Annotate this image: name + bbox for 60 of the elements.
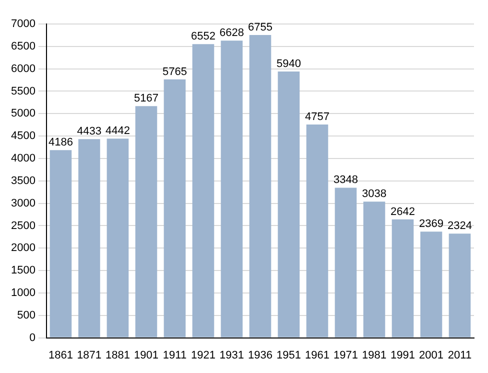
y-tick-label: 3000 <box>10 197 36 210</box>
bar <box>306 124 328 338</box>
y-tick-label: 2500 <box>10 220 36 232</box>
y-tick-label: 5000 <box>10 108 36 120</box>
data-label: 6755 <box>248 22 272 34</box>
data-label: 3038 <box>362 188 386 200</box>
bar <box>192 44 214 338</box>
data-label: 4442 <box>105 125 130 138</box>
data-label: 5167 <box>134 92 158 105</box>
bar <box>50 150 72 338</box>
bar <box>220 40 243 338</box>
y-tick-label: 1500 <box>10 264 36 277</box>
bar <box>278 72 300 338</box>
bar <box>363 202 386 338</box>
y-tick-label: 6000 <box>10 62 36 75</box>
y-tick-label: 0 <box>29 332 36 344</box>
data-label: 2324 <box>448 220 472 232</box>
x-tick-label: 1881 <box>105 349 130 362</box>
data-label: 6628 <box>219 27 244 40</box>
x-tick-label: 1901 <box>134 349 158 362</box>
bar <box>334 188 357 338</box>
bar <box>249 34 272 338</box>
data-label: 3348 <box>334 174 358 186</box>
bar <box>106 138 129 338</box>
bar <box>420 232 442 338</box>
y-tick-label: 6500 <box>10 40 36 52</box>
y-tick-label: 1000 <box>10 287 36 300</box>
data-label: 4757 <box>304 111 330 124</box>
x-tick-label: 1921 <box>190 349 216 362</box>
x-tick-label: 2011 <box>448 349 472 362</box>
x-tick-label: 1931 <box>219 349 244 362</box>
y-tick-label: 2000 <box>10 242 36 254</box>
y-tick-label: 5500 <box>10 85 36 98</box>
data-label: 5765 <box>162 66 187 78</box>
x-tick-label: 1861 <box>48 349 73 362</box>
x-tick-label: 1936 <box>248 349 272 362</box>
bar <box>392 219 414 338</box>
data-label: 6552 <box>190 30 216 43</box>
x-tick-label: 1961 <box>304 349 330 362</box>
bar <box>78 139 100 338</box>
data-label: 4186 <box>48 136 73 149</box>
x-tick-label: 1951 <box>276 349 301 362</box>
y-tick-label: 3500 <box>10 174 36 187</box>
x-tick-label: 2001 <box>419 349 444 362</box>
y-tick-label: 7000 <box>10 18 36 30</box>
bar <box>448 234 471 338</box>
x-tick-label: 1991 <box>390 349 415 362</box>
data-label: 5940 <box>276 58 301 70</box>
y-tick-label: 4500 <box>10 130 36 142</box>
y-tick-label: 500 <box>17 309 36 322</box>
bar <box>135 106 158 338</box>
data-label: 4433 <box>76 126 102 138</box>
x-tick-label: 1981 <box>362 349 386 362</box>
bar <box>164 79 186 338</box>
x-tick-label: 1971 <box>334 349 358 362</box>
x-tick-label: 1911 <box>162 349 187 362</box>
y-tick-label: 4000 <box>10 152 36 165</box>
x-tick-label: 1871 <box>76 349 102 362</box>
data-label: 2369 <box>419 218 444 230</box>
data-label: 2642 <box>390 206 415 218</box>
